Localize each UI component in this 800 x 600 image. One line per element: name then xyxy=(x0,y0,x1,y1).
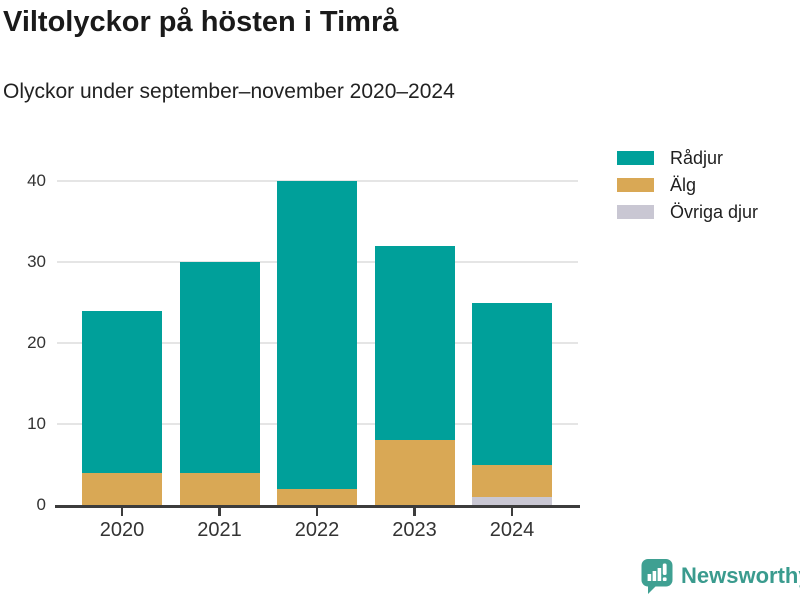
bar-segment-älg-2023 xyxy=(374,440,455,505)
bar-segment-rådjur-2020 xyxy=(82,310,162,473)
newsworthy-bubble-icon xyxy=(641,559,673,594)
legend-label: Rådjur xyxy=(670,147,724,168)
x-tick-label-2022: 2022 xyxy=(294,519,340,541)
chart-subtitle: Olyckor under september–november 2020–20… xyxy=(3,80,455,103)
bar-segment-älg-2024 xyxy=(472,464,552,497)
x-tick-mark-2021 xyxy=(218,508,221,516)
legend-label: Älg xyxy=(670,174,697,195)
bar-segment-rådjur-2021 xyxy=(179,262,260,473)
y-tick-label-0: 0 xyxy=(36,495,46,514)
x-tick-mark-2024 xyxy=(510,508,514,516)
bar-segment-övriga-djur-2024 xyxy=(472,496,552,505)
x-tick-label-2021: 2021 xyxy=(197,519,242,541)
x-axis-line xyxy=(55,505,580,508)
x-tick-mark-2020 xyxy=(120,508,124,516)
brand-name: Newsworthy xyxy=(681,563,800,588)
x-tick-label-2024: 2024 xyxy=(489,519,535,541)
bar-segment-rådjur-2022 xyxy=(277,181,357,489)
legend-swatch-rådjur xyxy=(617,151,654,165)
legend-item-rådjur: Rådjur xyxy=(617,147,758,169)
x-tick-label-2023: 2023 xyxy=(392,519,437,541)
legend-item-älg: Älg xyxy=(617,174,758,196)
legend-swatch-älg xyxy=(617,178,654,192)
y-tick-label-40: 40 xyxy=(27,171,46,190)
y-tick-label-30: 30 xyxy=(27,252,46,271)
bar-segment-älg-2021 xyxy=(179,472,260,505)
bar-segment-älg-2020 xyxy=(82,472,162,505)
bar-segment-rådjur-2023 xyxy=(374,245,455,441)
bar-segment-älg-2022 xyxy=(277,488,357,505)
y-tick-label-20: 20 xyxy=(27,333,46,352)
legend: Rådjur Älg Övriga djur xyxy=(617,147,758,228)
chart-title: Viltolyckor på hösten i Timrå xyxy=(3,6,399,38)
x-tick-mark-2023 xyxy=(413,508,416,516)
newsworthy-logo: Newsworthy xyxy=(640,557,800,595)
x-tick-label-2020: 2020 xyxy=(99,519,145,541)
legend-swatch-övriga-djur xyxy=(617,205,654,219)
legend-item-övriga-djur: Övriga djur xyxy=(617,201,758,223)
y-tick-label-10: 10 xyxy=(27,414,46,433)
bar-segment-rådjur-2024 xyxy=(472,302,552,465)
legend-label: Övriga djur xyxy=(670,201,759,222)
x-tick-mark-2022 xyxy=(315,508,319,516)
